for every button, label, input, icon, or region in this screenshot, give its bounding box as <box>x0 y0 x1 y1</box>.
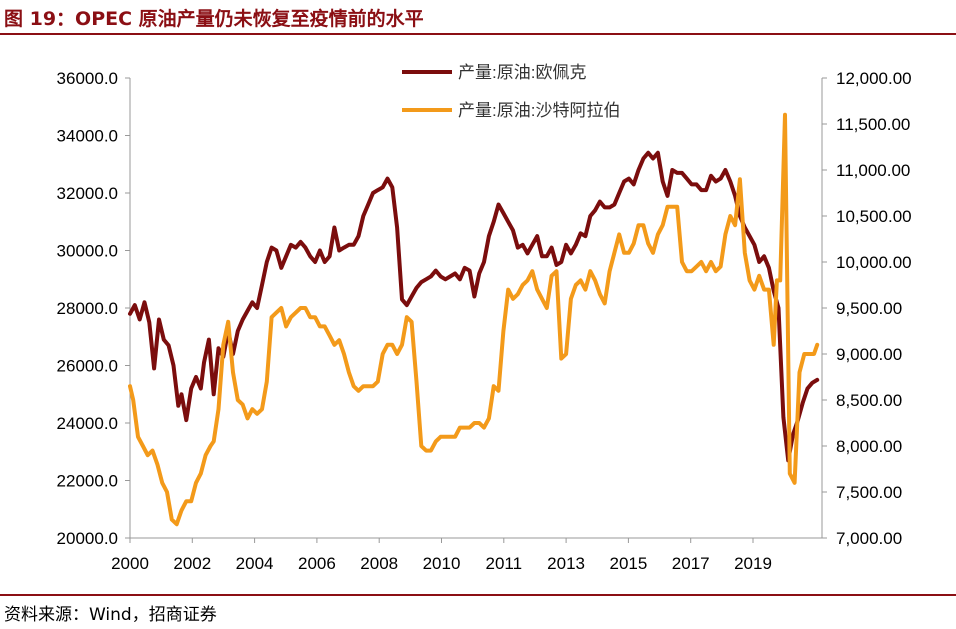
x-tick-label: 2000 <box>111 554 149 573</box>
saudi-production-line <box>128 112 820 527</box>
left-tick-label: 22000.0 <box>57 472 118 491</box>
x-tick-label: 2015 <box>609 554 647 573</box>
left-tick-label: 20000.0 <box>57 529 118 548</box>
right-tick-label: 9,000.00 <box>836 345 902 364</box>
left-tick-label: 28000.0 <box>57 299 118 318</box>
x-tick-label: 2004 <box>236 554 274 573</box>
x-tick-label: 2008 <box>360 554 398 573</box>
right-tick-label: 7,500.00 <box>836 483 902 502</box>
x-tick-label: 2010 <box>423 554 461 573</box>
series-lines <box>128 112 820 527</box>
x-tick-label: 2019 <box>734 554 772 573</box>
legend-label: 产量:原油:欧佩克 <box>458 63 586 82</box>
chart: 20000.0 22000.0 24000.0 26000.0 28000.0 30000… <box>57 63 912 573</box>
left-tick-label: 36000.0 <box>57 69 118 88</box>
x-tick-label: 2002 <box>173 554 211 573</box>
x-tick-label: 2011 <box>486 554 523 573</box>
right-tick-label: 7,000.00 <box>836 529 902 548</box>
left-tick-label: 32000.0 <box>57 184 118 203</box>
left-tick-label: 34000.0 <box>57 127 118 146</box>
right-tick-label: 11,000.00 <box>836 161 910 180</box>
right-tick-label: 8,500.00 <box>836 391 902 410</box>
right-tick-label: 11,500.00 <box>836 115 910 134</box>
x-tick-label: 2017 <box>672 554 710 573</box>
left-tick-label: 30000.0 <box>57 242 118 261</box>
x-tick-label: 2013 <box>547 554 585 573</box>
figure-title: 图 19：OPEC 原油产量仍未恢复至疫情前的水平 <box>4 8 424 30</box>
left-tick-label: 24000.0 <box>57 414 118 433</box>
source-rule <box>0 594 956 596</box>
left-tick-label: 26000.0 <box>57 357 118 376</box>
right-tick-label: 10,500.00 <box>836 207 912 226</box>
title-rule <box>0 33 956 35</box>
right-tick-label: 10,000.00 <box>836 253 912 272</box>
right-tick-label: 8,000.00 <box>836 437 902 456</box>
x-tick-label: 2006 <box>298 554 336 573</box>
axes: 20000.0 22000.0 24000.0 26000.0 28000.0 30000… <box>57 69 912 573</box>
right-tick-label: 12,000.00 <box>836 69 912 88</box>
right-tick-label: 9,500.00 <box>836 299 902 318</box>
opec-production-line <box>128 150 820 463</box>
source-note: 资料来源：Wind，招商证券 <box>4 605 217 625</box>
legend-label: 产量:原油:沙特阿拉伯 <box>458 101 620 120</box>
